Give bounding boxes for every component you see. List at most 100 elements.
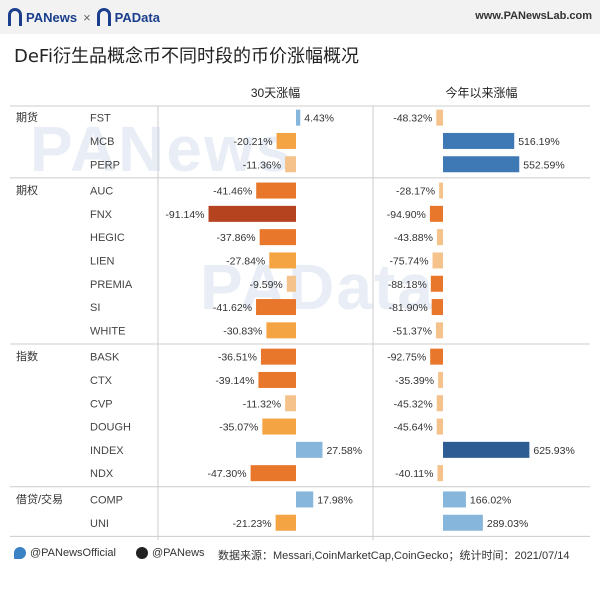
bar-label-30d: -35.07% <box>219 422 258 434</box>
token-label: UNI <box>90 518 109 530</box>
panews-logo-icon <box>8 8 22 26</box>
token-label: WHITE <box>90 325 125 337</box>
bar-30d <box>286 275 296 292</box>
bar-30d <box>262 418 296 435</box>
twitter-icon <box>14 547 26 559</box>
bar-30d <box>296 109 301 126</box>
token-label: MCB <box>90 136 114 148</box>
bar-label-ytd: -43.88% <box>394 232 433 244</box>
footer: @PANewsOfficial @PANews 数据来源：Messari,Coi… <box>0 540 600 568</box>
weibo-handle: @PANews <box>136 547 205 559</box>
token-label: LIEN <box>90 255 115 267</box>
bar-label-30d: 4.43% <box>304 113 334 125</box>
bar-label-ytd: -28.17% <box>396 186 435 198</box>
token-label: FNX <box>90 209 113 221</box>
bar-label-ytd: -51.37% <box>393 325 432 337</box>
bar-ytd <box>438 371 443 388</box>
bar-ytd <box>439 182 443 199</box>
token-label: BASK <box>90 352 120 364</box>
bar-label-30d: 27.58% <box>326 445 362 457</box>
token-label: CTX <box>90 375 113 387</box>
column-header-ytd: 今年以来涨幅 <box>445 85 517 100</box>
bar-30d <box>285 156 296 173</box>
bar-label-ytd: 166.02% <box>470 494 511 506</box>
token-label: PREMIA <box>90 279 133 291</box>
bar-ytd <box>443 491 466 508</box>
bar-30d <box>259 229 296 246</box>
bar-label-30d: -36.51% <box>218 352 257 364</box>
bar-label-30d: -11.32% <box>243 398 281 410</box>
token-label: HEGIC <box>90 232 125 244</box>
bar-label-ytd: -88.18% <box>388 279 427 291</box>
bar-label-ytd: -92.75% <box>387 352 426 364</box>
bar-label-ytd: -75.74% <box>389 255 428 267</box>
group-label: 借贷/交易 <box>16 492 63 506</box>
bar-label-ytd: 552.59% <box>523 159 564 171</box>
bar-ytd <box>435 322 443 339</box>
bar-label-30d: -39.14% <box>215 375 254 387</box>
bar-ytd <box>443 514 483 531</box>
bar-ytd <box>443 132 515 149</box>
token-label: FST <box>90 113 111 125</box>
bar-label-30d: 17.98% <box>317 494 353 506</box>
bar-label-30d: -30.83% <box>223 325 262 337</box>
token-label: SI <box>90 302 100 314</box>
bar-label-30d: -20.21% <box>233 136 272 148</box>
bar-ytd <box>443 441 530 458</box>
bar-label-30d: -91.14% <box>165 209 204 221</box>
source-text: 数据来源：Messari,CoinMarketCap,CoinGecko；统计时… <box>218 550 570 562</box>
bar-30d <box>258 371 296 388</box>
group-label: 期权 <box>16 184 38 197</box>
token-label: DOUGH <box>90 422 131 434</box>
bar-label-30d: -41.46% <box>213 186 252 198</box>
bar-ytd <box>436 229 443 246</box>
bar-30d <box>296 491 314 508</box>
bar-label-ytd: 625.93% <box>533 445 574 457</box>
bar-30d <box>250 465 296 482</box>
bar-30d <box>296 441 323 458</box>
chart-title: DeFi衍生品概念币不同时段的币价涨幅概况 <box>14 46 359 67</box>
top-banner: PANews × PAData www.PANewsLab.com <box>0 0 600 34</box>
bar-ytd <box>437 465 443 482</box>
bar-ytd <box>429 205 443 222</box>
bar-label-ytd: -81.90% <box>389 302 428 314</box>
bar-30d <box>275 514 296 531</box>
bar-30d <box>269 252 296 269</box>
group-label: 指数 <box>16 349 38 363</box>
site-url: www.PANewsLab.com <box>475 10 592 22</box>
bar-label-30d: -37.86% <box>217 232 256 244</box>
bar-label-30d: -27.84% <box>226 255 265 267</box>
bar-30d <box>276 132 296 149</box>
brand-left: PANews <box>26 9 78 25</box>
bar-30d <box>256 182 296 199</box>
bar-label-ytd: 289.03% <box>487 518 528 530</box>
bar-ytd <box>430 348 443 365</box>
bar-30d <box>266 322 296 339</box>
bar-ytd <box>431 299 443 316</box>
bar-label-ytd: -40.11% <box>395 468 433 480</box>
token-label: COMP <box>90 494 123 506</box>
bar-ytd <box>430 275 443 292</box>
token-label: NDX <box>90 468 114 480</box>
weibo-text: @PANews <box>152 547 205 559</box>
bar-30d <box>208 205 296 222</box>
bar-ytd <box>436 109 443 126</box>
bar-label-ytd: 516.19% <box>518 136 559 148</box>
token-label: INDEX <box>90 445 124 457</box>
twitter-handle: @PANewsOfficial <box>14 547 116 559</box>
token-label: CVP <box>90 398 113 410</box>
bar-label-30d: -9.59% <box>250 279 283 291</box>
column-header-30d: 30天涨幅 <box>251 85 300 100</box>
bar-label-30d: -21.23% <box>233 518 272 530</box>
bar-label-30d: -47.30% <box>207 468 246 480</box>
bar-30d <box>256 299 296 316</box>
group-label: 期货 <box>16 110 38 124</box>
token-label: AUC <box>90 186 113 198</box>
brand-right: PAData <box>114 9 160 25</box>
bar-ytd <box>436 418 443 435</box>
data-source: 数据来源：Messari,CoinMarketCap,CoinGecko；统计时… <box>218 547 570 563</box>
bar-ytd <box>432 252 443 269</box>
bar-label-30d: -11.36% <box>243 159 281 171</box>
bar-label-ytd: -45.32% <box>394 398 433 410</box>
